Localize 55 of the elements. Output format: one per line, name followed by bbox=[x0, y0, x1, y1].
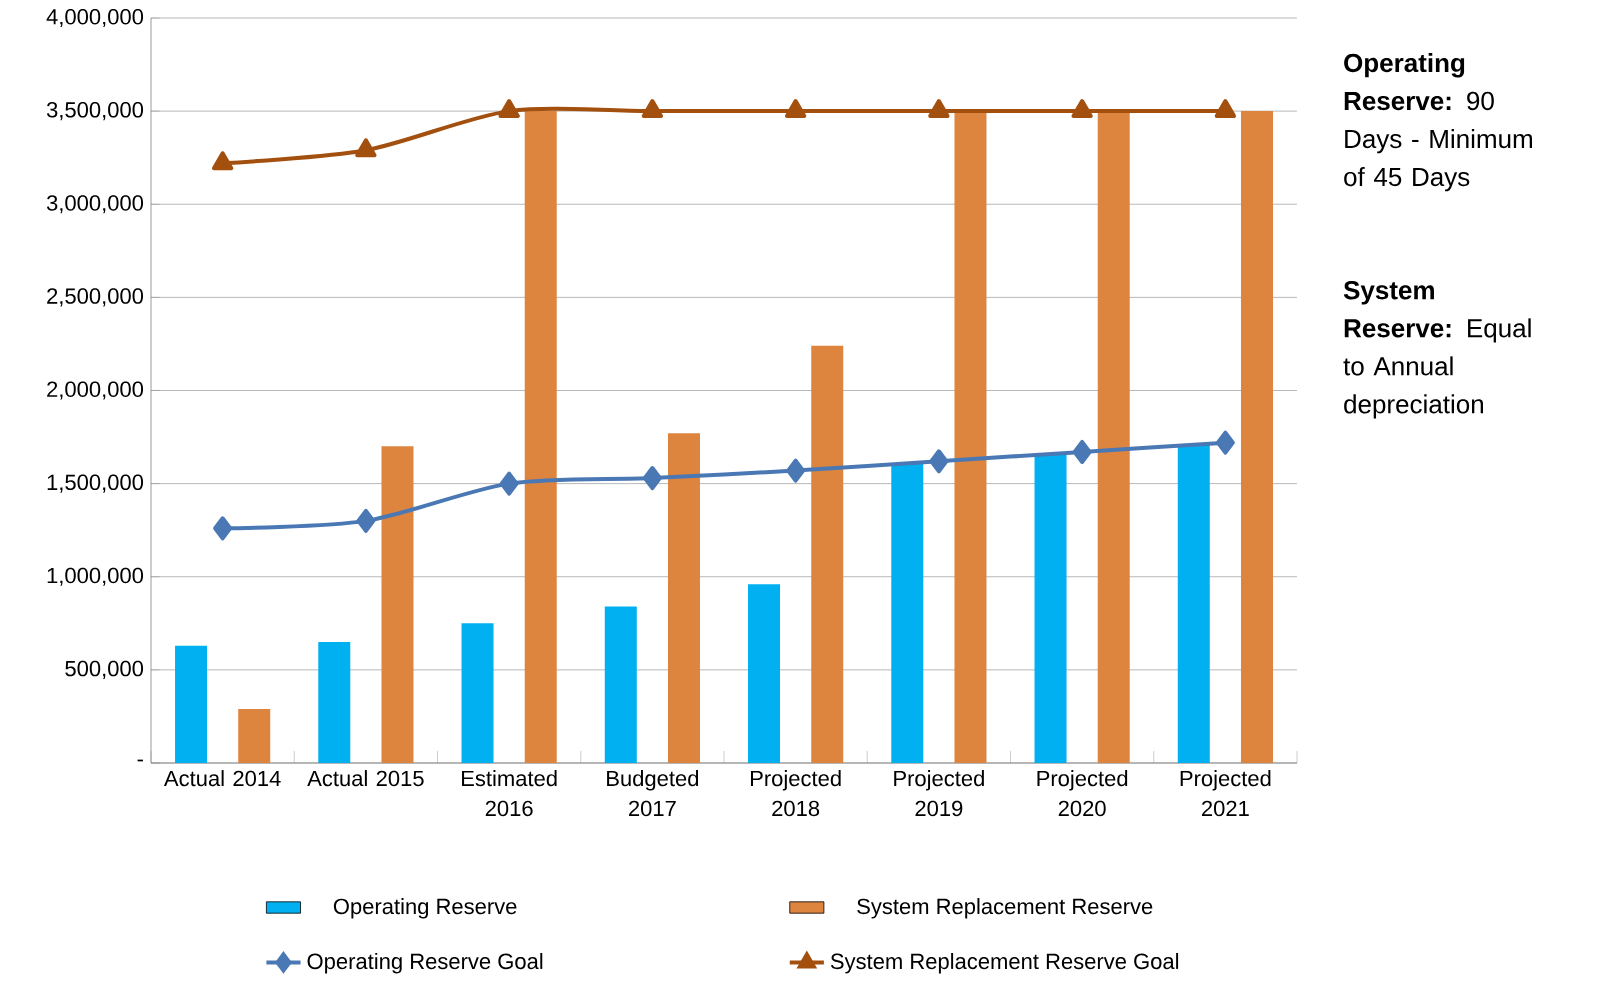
bar bbox=[461, 623, 494, 763]
bar bbox=[1177, 444, 1210, 763]
y-tick-label: 500,000 bbox=[65, 660, 144, 679]
x-tick-label: Projected 2019 bbox=[894, 770, 984, 817]
point bbox=[1072, 439, 1092, 464]
bar bbox=[1240, 111, 1273, 763]
y-tick-label: 3,500,000 bbox=[46, 102, 144, 121]
bar bbox=[1097, 111, 1130, 763]
x-tick-label: Budgeted 2017 bbox=[607, 770, 699, 817]
point bbox=[498, 99, 520, 119]
x-tick-label: Actual 2015 bbox=[307, 770, 424, 787]
bar bbox=[381, 446, 414, 763]
y-tick-label: 2,000,000 bbox=[47, 381, 144, 400]
point bbox=[356, 508, 376, 533]
point bbox=[786, 458, 806, 483]
point bbox=[355, 138, 377, 158]
y-tick-label: 1,000,000 bbox=[47, 567, 144, 586]
y-tick-label: 4,000,000 bbox=[46, 8, 144, 28]
point bbox=[211, 151, 234, 171]
y-tick-label: 1,500,000 bbox=[47, 474, 144, 493]
x-tick-label: Projected 2018 bbox=[750, 770, 841, 817]
y-tick-label: - bbox=[137, 759, 143, 762]
x-tick-label: Estimated 2016 bbox=[462, 770, 557, 817]
point bbox=[499, 471, 519, 496]
bar bbox=[524, 111, 557, 763]
legend-label: System Replacement Reserve bbox=[857, 898, 1153, 919]
bar bbox=[748, 584, 781, 763]
point bbox=[1071, 99, 1093, 119]
bar bbox=[238, 708, 271, 763]
text: System Reserve: Equal to Annual depreciation bbox=[1343, 281, 1531, 419]
bar bbox=[811, 345, 844, 763]
bar bbox=[954, 111, 987, 763]
point bbox=[929, 449, 949, 474]
point bbox=[1215, 430, 1235, 455]
point bbox=[1214, 99, 1237, 119]
y-tick-label: 2,500,000 bbox=[47, 288, 144, 307]
bar bbox=[667, 433, 700, 763]
bar bbox=[604, 606, 637, 763]
text: Operating Reserve: 90 Days - Minimum of 45 Days bbox=[1344, 53, 1532, 192]
legend-label: Operating Reserve Goal bbox=[307, 952, 543, 974]
x-tick-label: Actual 2014 bbox=[163, 770, 281, 787]
bar bbox=[318, 641, 351, 763]
y-tick-label: 3,000,000 bbox=[46, 195, 144, 214]
point bbox=[928, 99, 950, 119]
point bbox=[784, 99, 807, 119]
bar bbox=[175, 645, 208, 763]
bar bbox=[891, 463, 924, 763]
point bbox=[641, 99, 664, 119]
bar bbox=[1034, 453, 1067, 763]
point bbox=[642, 466, 662, 491]
legend-label: Operating Reserve bbox=[333, 898, 517, 919]
point bbox=[213, 516, 233, 541]
x-tick-label: Projected 2020 bbox=[1037, 770, 1128, 817]
legend-label: System Replacement Reserve Goal bbox=[830, 952, 1179, 974]
x-tick-label: Projected 2021 bbox=[1180, 770, 1271, 817]
